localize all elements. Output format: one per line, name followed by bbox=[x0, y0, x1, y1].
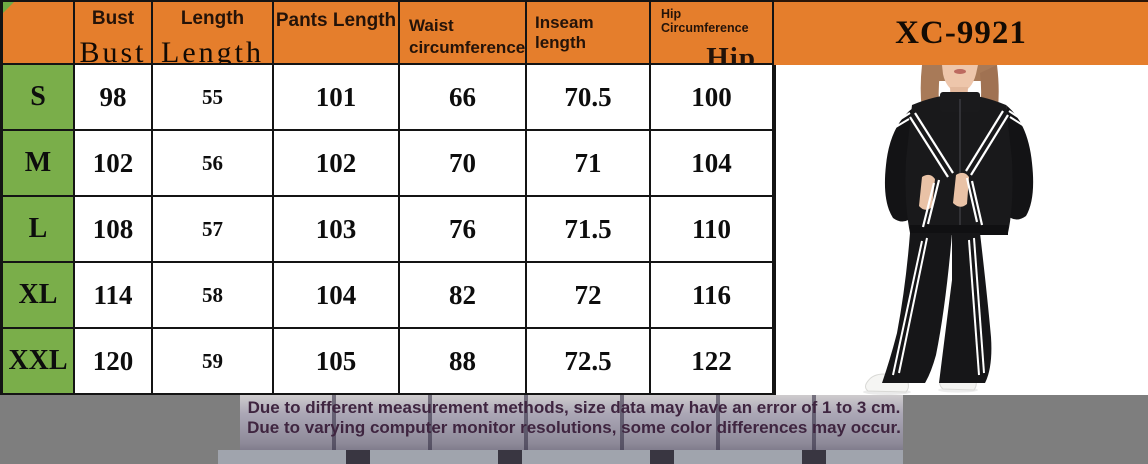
size-cell: S bbox=[3, 65, 73, 129]
value-cell-waist: 88 bbox=[400, 329, 525, 393]
header-sublabel: Length bbox=[161, 36, 264, 64]
value-cell-pants: 102 bbox=[274, 131, 398, 195]
value-cell-bust: 120 bbox=[75, 329, 151, 393]
value-cell-waist: 76 bbox=[400, 197, 525, 261]
value-cell-hip: 122 bbox=[651, 329, 772, 393]
size-table: Bust Bust Length Length Pants Length Wai… bbox=[0, 0, 774, 395]
model-illustration bbox=[863, 65, 1034, 395]
value-cell-length: 56 bbox=[153, 131, 272, 195]
header-label: Hip Circumference bbox=[661, 7, 749, 35]
size-cell: XXL bbox=[3, 329, 73, 393]
header-sublabel: Bust bbox=[79, 36, 147, 64]
value-cell-hip: 116 bbox=[651, 263, 772, 327]
header-cell-waist: Waist circumference bbox=[400, 2, 525, 63]
value-cell-pants: 103 bbox=[274, 197, 398, 261]
size-cell: XL bbox=[3, 263, 73, 327]
disclaimer-bar: Due to different measurement methods, si… bbox=[0, 395, 1148, 464]
value-cell-bust: 114 bbox=[75, 263, 151, 327]
value-cell-hip: 110 bbox=[651, 197, 772, 261]
value-cell-waist: 70 bbox=[400, 131, 525, 195]
value-cell-length: 57 bbox=[153, 197, 272, 261]
value-cell-bust: 102 bbox=[75, 131, 151, 195]
header-cell-length: Length Length bbox=[153, 2, 272, 63]
value-cell-inseam: 72 bbox=[527, 263, 649, 327]
value-cell-length: 59 bbox=[153, 329, 272, 393]
value-cell-length: 58 bbox=[153, 263, 272, 327]
product-code-banner: XC-9921 bbox=[774, 0, 1148, 65]
table-corner-cell bbox=[3, 2, 73, 63]
value-cell-pants: 105 bbox=[274, 329, 398, 393]
value-cell-length: 55 bbox=[153, 65, 272, 129]
corner-artifact bbox=[3, 2, 14, 13]
header-label: Waist circumference bbox=[409, 16, 525, 57]
value-cell-inseam: 71.5 bbox=[527, 197, 649, 261]
value-cell-bust: 98 bbox=[75, 65, 151, 129]
header-sublabel: Hip bbox=[706, 42, 756, 64]
value-cell-bust: 108 bbox=[75, 197, 151, 261]
header-cell-inseam: Inseam length bbox=[527, 2, 649, 63]
value-cell-hip: 100 bbox=[651, 65, 772, 129]
size-cell: L bbox=[3, 197, 73, 261]
header-cell-bust: Bust Bust bbox=[75, 2, 151, 63]
size-cell: M bbox=[3, 131, 73, 195]
header-label: Bust bbox=[91, 8, 135, 29]
product-code: XC-9921 bbox=[895, 15, 1027, 51]
header-label: Length bbox=[180, 8, 245, 29]
value-cell-waist: 82 bbox=[400, 263, 525, 327]
header-label: Pants Length bbox=[275, 10, 397, 31]
value-cell-inseam: 72.5 bbox=[527, 329, 649, 393]
value-cell-pants: 104 bbox=[274, 263, 398, 327]
blurred-thumbnail-strip bbox=[240, 395, 903, 455]
blurred-thumbnail-strip-bottom bbox=[218, 450, 903, 464]
value-cell-hip: 104 bbox=[651, 131, 772, 195]
header-label: Inseam length bbox=[535, 12, 594, 52]
value-cell-inseam: 70.5 bbox=[527, 65, 649, 129]
product-photo bbox=[774, 65, 1148, 395]
disclaimer-text: Due to different measurement methods, si… bbox=[247, 398, 901, 437]
header-cell-hip: Hip Circumference Hip bbox=[651, 2, 772, 63]
value-cell-inseam: 71 bbox=[527, 131, 649, 195]
value-cell-pants: 101 bbox=[274, 65, 398, 129]
value-cell-waist: 66 bbox=[400, 65, 525, 129]
header-cell-pants-length: Pants Length bbox=[274, 2, 398, 63]
